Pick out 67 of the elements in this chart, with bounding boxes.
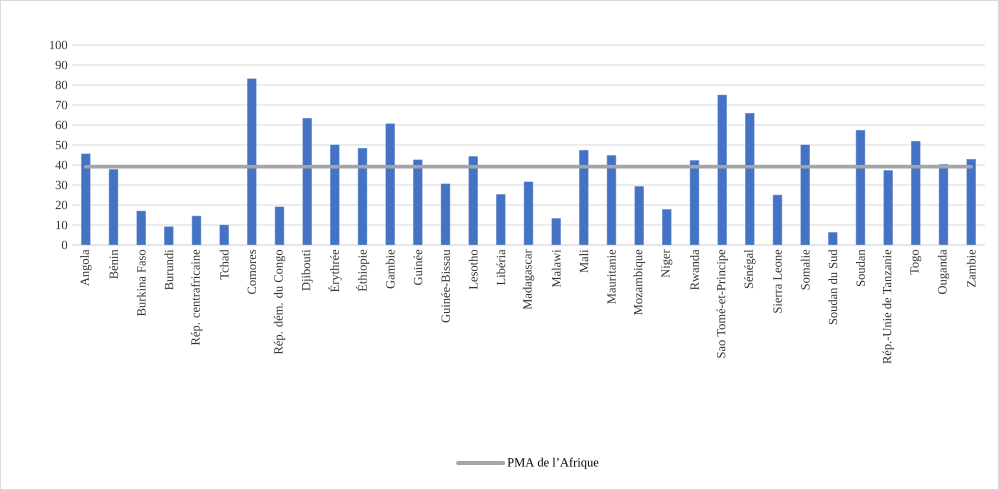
bar bbox=[911, 140, 921, 245]
x-tick-label: Guinée-Bissau bbox=[441, 250, 450, 322]
x-tick-label: Comores bbox=[248, 250, 256, 294]
x-tick-label: Mauritanie bbox=[607, 250, 616, 304]
x-tick-label: Malawi bbox=[552, 250, 561, 288]
bar bbox=[496, 194, 506, 245]
bar bbox=[164, 226, 174, 245]
bar bbox=[136, 210, 146, 245]
x-tick-label: Sierra Leone bbox=[773, 250, 782, 313]
x-tick-label: Rép. centrafricaine bbox=[190, 250, 202, 346]
bar bbox=[219, 224, 229, 245]
bar bbox=[717, 94, 727, 245]
x-tick-label: Soudan bbox=[856, 250, 865, 286]
x-tick-label: Somalie bbox=[800, 250, 810, 290]
bar bbox=[413, 160, 423, 245]
x-tick-label: Bénin bbox=[109, 250, 118, 279]
x-tick-label: Niger bbox=[661, 249, 672, 278]
bar bbox=[385, 123, 395, 245]
legend-label: PMA de l’Afrique bbox=[508, 458, 598, 470]
y-tick-label: 0 bbox=[62, 240, 68, 250]
bar bbox=[468, 156, 478, 245]
x-tick-label: Ouganda bbox=[938, 250, 950, 294]
x-tick-label: Mozambique bbox=[634, 250, 645, 315]
x-tick-label: Sao Tomé-et-Principe bbox=[716, 250, 728, 358]
bar bbox=[302, 118, 312, 245]
y-tick-label: 40 bbox=[55, 160, 68, 170]
bar bbox=[662, 209, 672, 245]
x-tick-label: Mali bbox=[579, 250, 588, 273]
y-tick-label: 20 bbox=[56, 200, 68, 210]
x-tick-label: Zambie bbox=[966, 250, 976, 287]
bar bbox=[579, 150, 589, 245]
x-tick-label: Libéria bbox=[496, 250, 506, 286]
bar bbox=[330, 144, 340, 245]
x-tick-label: Angola bbox=[80, 250, 92, 286]
y-tick-label: 90 bbox=[56, 60, 68, 70]
bar bbox=[551, 218, 561, 245]
bar bbox=[745, 112, 755, 245]
x-tick-label: Tchad bbox=[220, 249, 229, 280]
x-tick-label: Rép.-Unie de Tanzanie bbox=[882, 250, 894, 364]
y-tick-label: 80 bbox=[56, 80, 68, 90]
bar bbox=[966, 158, 976, 245]
y-tick-label: 30 bbox=[56, 180, 68, 190]
x-tick-label: Madagascar bbox=[522, 249, 534, 310]
x-tick-label: Sénégal bbox=[744, 250, 756, 288]
x-tick-label: Burkina Faso bbox=[136, 250, 146, 316]
y-tick-label: 50 bbox=[56, 140, 68, 150]
bar bbox=[247, 78, 257, 245]
bar bbox=[634, 186, 644, 245]
y-tick-label: 70 bbox=[56, 100, 68, 110]
x-tick-label: Guinée bbox=[413, 250, 422, 285]
bar bbox=[800, 144, 810, 245]
x-tick-label: Érythrée bbox=[328, 250, 342, 292]
bar bbox=[883, 170, 893, 245]
y-tick-label: 100 bbox=[50, 40, 68, 50]
bar bbox=[81, 154, 91, 245]
x-tick-label: Burundi bbox=[164, 250, 174, 290]
x-tick-label: Togo bbox=[910, 250, 922, 275]
x-tick-label: Éthiopie bbox=[356, 250, 370, 292]
bar bbox=[828, 232, 838, 245]
x-tick-label: Djibouti bbox=[302, 250, 313, 291]
x-tick-label: Soudan du Sud bbox=[828, 250, 838, 324]
x-tick-label: Rép. dém. du Congo bbox=[274, 250, 286, 354]
x-tick-label: Gambie bbox=[386, 250, 395, 288]
x-tick-label: Rwanda bbox=[690, 250, 699, 290]
x-tick-label: Lesotho bbox=[468, 250, 478, 290]
y-tick-label: 60 bbox=[56, 120, 68, 130]
y-tick-label: 10 bbox=[56, 220, 68, 230]
